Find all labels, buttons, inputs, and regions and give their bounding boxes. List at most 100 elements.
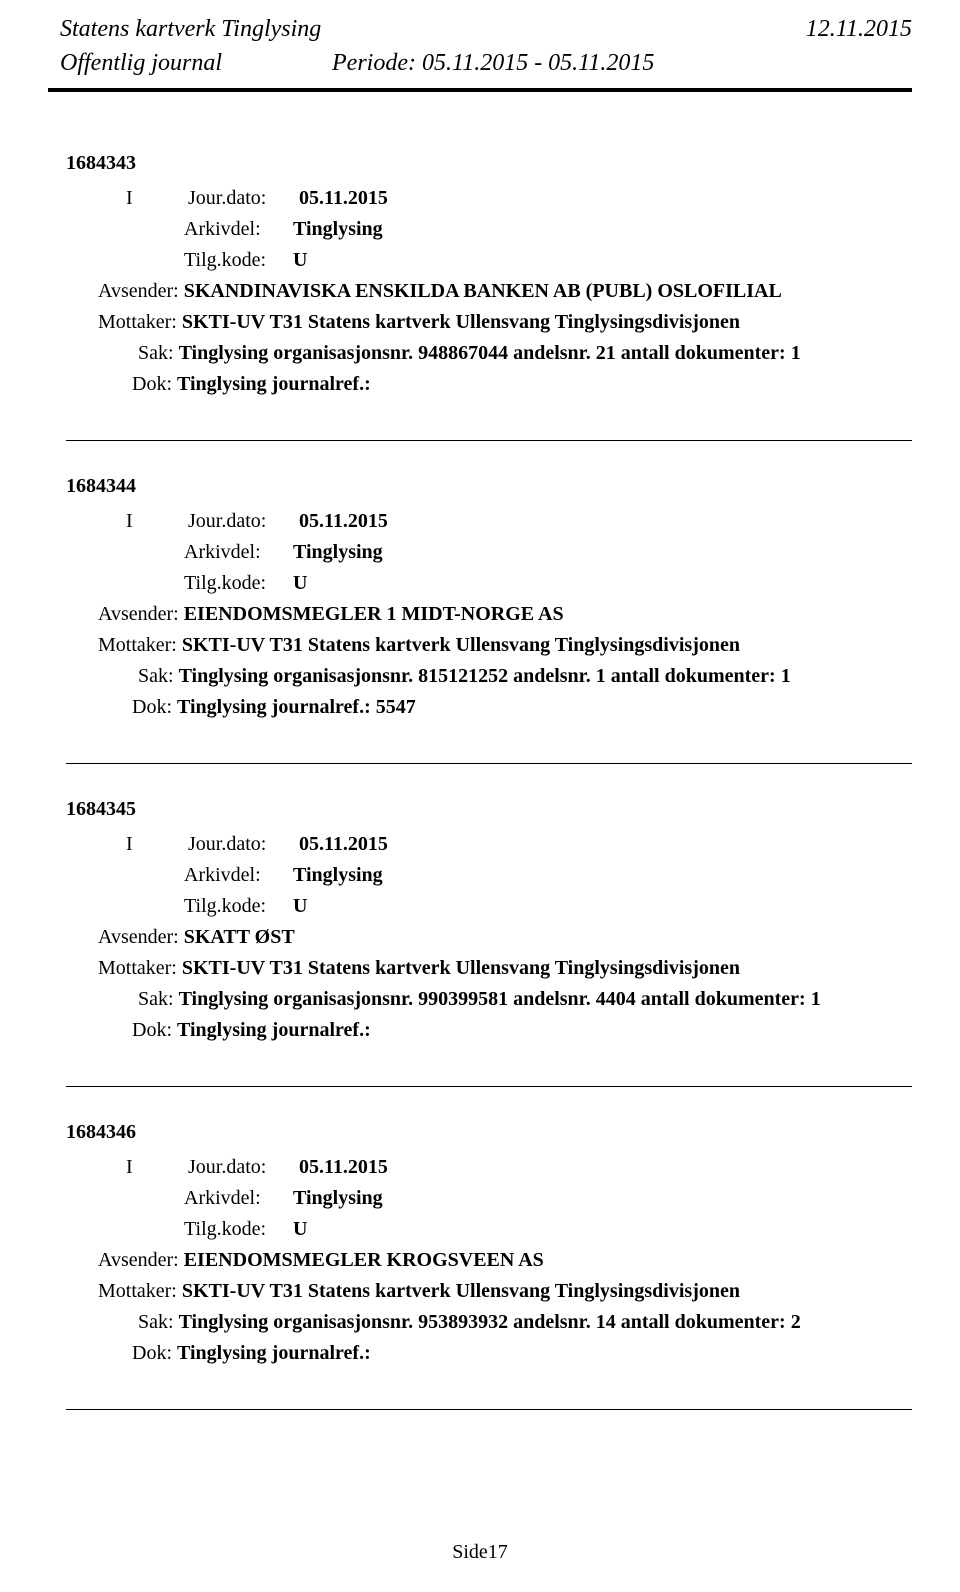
tilgkode-value: U: [293, 1218, 307, 1240]
header-rule: [48, 88, 912, 92]
jourdato-value: 05.11.2015: [299, 1156, 388, 1178]
entry-separator: [66, 1409, 912, 1410]
header-periode: Periode: 05.11.2015 - 05.11.2015: [332, 48, 654, 78]
entry-iu: I: [126, 829, 148, 860]
entry-separator: [66, 763, 912, 764]
dok-value: Tinglysing journalref.:: [177, 373, 371, 395]
mottaker-label: Mottaker:: [98, 307, 177, 338]
mottaker-label: Mottaker:: [98, 1276, 177, 1307]
entry-jour-row: I Jour.dato: 05.11.2015: [126, 506, 912, 537]
entry-avsender-row: Avsender: EIENDOMSMEGLER 1 MIDT-NORGE AS: [98, 599, 912, 630]
arkivdel-value: Tinglysing: [293, 864, 383, 886]
mottaker-value: SKTI-UV T31 Statens kartverk Ullensvang …: [182, 311, 740, 333]
entry-dok-row: Dok: Tinglysing journalref.:: [132, 1015, 912, 1046]
mottaker-value: SKTI-UV T31 Statens kartverk Ullensvang …: [182, 957, 740, 979]
arkivdel-value: Tinglysing: [293, 1187, 383, 1209]
tilgkode-value: U: [293, 572, 307, 594]
entry-dok-row: Dok: Tinglysing journalref.: 5547: [132, 692, 912, 723]
dok-label: Dok:: [132, 1015, 172, 1046]
entry-sak-row: Sak: Tinglysing organisasjonsnr. 8151212…: [138, 661, 912, 692]
entry-sak-row: Sak: Tinglysing organisasjonsnr. 9903995…: [138, 984, 912, 1015]
dok-value: Tinglysing journalref.: 5547: [177, 696, 416, 718]
entry-id: 1684345: [66, 798, 912, 821]
jourdato-label: Jour.dato:: [188, 183, 294, 214]
sak-label: Sak:: [138, 984, 174, 1015]
entry-id: 1684343: [66, 152, 912, 175]
journal-entry: 1684346 I Jour.dato: 05.11.2015 Arkivdel…: [66, 1121, 912, 1369]
header-org: Statens kartverk Tinglysing: [60, 14, 321, 44]
mottaker-value: SKTI-UV T31 Statens kartverk Ullensvang …: [182, 1280, 740, 1302]
sak-label: Sak:: [138, 1307, 174, 1338]
entry-jour-row: I Jour.dato: 05.11.2015: [126, 1152, 912, 1183]
journal-entry: 1684344 I Jour.dato: 05.11.2015 Arkivdel…: [66, 475, 912, 723]
sak-label: Sak:: [138, 661, 174, 692]
entry-dok-row: Dok: Tinglysing journalref.:: [132, 369, 912, 400]
entry-arkivdel-row: Arkivdel: Tinglysing: [126, 214, 912, 245]
entry-tilgkode-row: Tilg.kode: U: [126, 245, 912, 276]
arkivdel-label: Arkivdel:: [184, 537, 288, 568]
sak-label: Sak:: [138, 338, 174, 369]
dok-value: Tinglysing journalref.:: [177, 1342, 371, 1364]
entry-tilgkode-row: Tilg.kode: U: [126, 891, 912, 922]
jourdato-value: 05.11.2015: [299, 187, 388, 209]
arkivdel-label: Arkivdel:: [184, 1183, 288, 1214]
avsender-label: Avsender:: [98, 599, 179, 630]
mottaker-label: Mottaker:: [98, 953, 177, 984]
avsender-value: SKATT ØST: [184, 926, 295, 948]
entry-avsender-row: Avsender: SKANDINAVISKA ENSKILDA BANKEN …: [98, 276, 912, 307]
page: Statens kartverk Tinglysing 12.11.2015 O…: [0, 0, 960, 1592]
entry-separator: [66, 1086, 912, 1087]
entry-arkivdel-row: Arkivdel: Tinglysing: [126, 1183, 912, 1214]
entry-avsender-row: Avsender: EIENDOMSMEGLER KROGSVEEN AS: [98, 1245, 912, 1276]
entry-jour-row: I Jour.dato: 05.11.2015: [126, 829, 912, 860]
entry-mottaker-row: Mottaker: SKTI-UV T31 Statens kartverk U…: [98, 630, 912, 661]
avsender-value: EIENDOMSMEGLER 1 MIDT-NORGE AS: [184, 603, 564, 625]
avsender-label: Avsender:: [98, 922, 179, 953]
entry-dok-row: Dok: Tinglysing journalref.:: [132, 1338, 912, 1369]
arkivdel-label: Arkivdel:: [184, 860, 288, 891]
entry-id: 1684346: [66, 1121, 912, 1144]
entry-id: 1684344: [66, 475, 912, 498]
jourdato-value: 05.11.2015: [299, 510, 388, 532]
tilgkode-label: Tilg.kode:: [184, 1214, 288, 1245]
entry-sak-row: Sak: Tinglysing organisasjonsnr. 9538939…: [138, 1307, 912, 1338]
dok-label: Dok:: [132, 1338, 172, 1369]
entry-iu: I: [126, 183, 148, 214]
entries-list: 1684343 I Jour.dato: 05.11.2015 Arkivdel…: [48, 152, 912, 1410]
tilgkode-label: Tilg.kode:: [184, 891, 288, 922]
entry-iu: I: [126, 506, 148, 537]
sak-value: Tinglysing organisasjonsnr. 948867044 an…: [179, 342, 801, 364]
avsender-label: Avsender:: [98, 276, 179, 307]
avsender-label: Avsender:: [98, 1245, 179, 1276]
jourdato-label: Jour.dato:: [188, 829, 294, 860]
journal-entry: 1684345 I Jour.dato: 05.11.2015 Arkivdel…: [66, 798, 912, 1046]
entry-avsender-row: Avsender: SKATT ØST: [98, 922, 912, 953]
entry-separator: [66, 440, 912, 441]
entry-sak-row: Sak: Tinglysing organisasjonsnr. 9488670…: [138, 338, 912, 369]
periode-value: 05.11.2015 - 05.11.2015: [422, 50, 654, 76]
entry-tilgkode-row: Tilg.kode: U: [126, 1214, 912, 1245]
dok-value: Tinglysing journalref.:: [177, 1019, 371, 1041]
dok-label: Dok:: [132, 692, 172, 723]
jourdato-value: 05.11.2015: [299, 833, 388, 855]
mottaker-value: SKTI-UV T31 Statens kartverk Ullensvang …: [182, 634, 740, 656]
sak-value: Tinglysing organisasjonsnr. 990399581 an…: [179, 988, 821, 1010]
arkivdel-value: Tinglysing: [293, 541, 383, 563]
tilgkode-label: Tilg.kode:: [184, 245, 288, 276]
page-footer: Side17: [0, 1541, 960, 1564]
dok-label: Dok:: [132, 369, 172, 400]
tilgkode-value: U: [293, 249, 307, 271]
header-journal: Offentlig journal: [60, 48, 222, 78]
page-header: Statens kartverk Tinglysing 12.11.2015 O…: [48, 14, 912, 84]
entry-mottaker-row: Mottaker: SKTI-UV T31 Statens kartverk U…: [98, 307, 912, 338]
tilgkode-label: Tilg.kode:: [184, 568, 288, 599]
entry-tilgkode-row: Tilg.kode: U: [126, 568, 912, 599]
avsender-value: EIENDOMSMEGLER KROGSVEEN AS: [184, 1249, 544, 1271]
entry-iu: I: [126, 1152, 148, 1183]
periode-label: Periode:: [332, 50, 416, 76]
entry-arkivdel-row: Arkivdel: Tinglysing: [126, 860, 912, 891]
avsender-value: SKANDINAVISKA ENSKILDA BANKEN AB (PUBL) …: [184, 280, 782, 302]
entry-jour-row: I Jour.dato: 05.11.2015: [126, 183, 912, 214]
sak-value: Tinglysing organisasjonsnr. 953893932 an…: [179, 1311, 801, 1333]
jourdato-label: Jour.dato:: [188, 506, 294, 537]
